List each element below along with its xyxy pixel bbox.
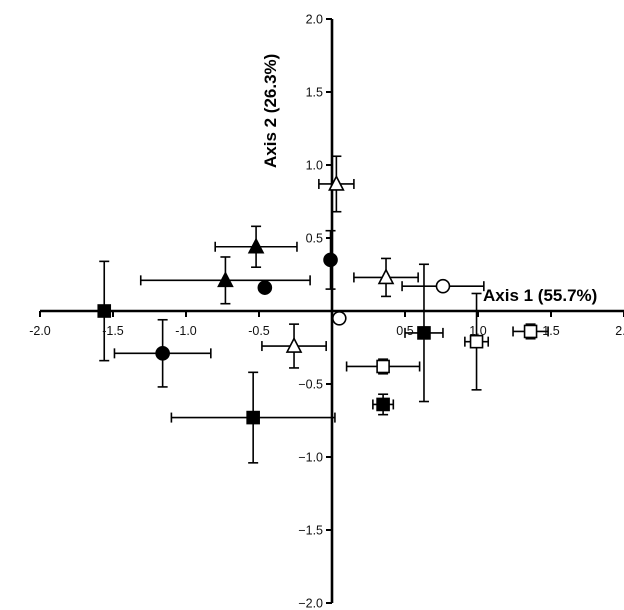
data-point-circle-filled — [155, 346, 170, 361]
tick-labels-layer: -2.0 -1.5 -1.0 -0.5 0.5 1.0 1.5 2.0 −2.0 −1.5 −1.0… — [29, 13, 624, 610]
y-tick-label: −1.5 — [298, 524, 323, 538]
y-tick-label: 1.5 — [306, 86, 323, 100]
axes-layer — [39, 18, 624, 604]
x-tick-label: -0.5 — [248, 324, 270, 338]
y-tick-label: 1.0 — [306, 159, 323, 173]
x-tick-label: -1.0 — [175, 324, 197, 338]
y-axis-title: Axis 2 (26.3%) — [261, 54, 280, 168]
x-tick-label: 2.0 — [615, 324, 624, 338]
y-tick-label: −1.0 — [298, 451, 323, 465]
data-point-triangle-filled — [247, 237, 265, 254]
data-point-circle-open — [331, 310, 347, 326]
data-point-square-open — [523, 324, 538, 339]
x-tick-label: -2.0 — [29, 324, 51, 338]
data-point-square-filled — [417, 326, 431, 340]
data-point-square-filled — [246, 410, 260, 425]
x-tick-label: 0.5 — [396, 324, 413, 338]
error-bars-layer — [99, 155, 549, 464]
data-point-triangle-open — [285, 336, 303, 353]
x-tick-label: 1.0 — [469, 324, 486, 338]
data-point-circle-filled — [323, 252, 338, 268]
data-point-triangle-filled — [217, 271, 234, 288]
data-point-triangle-open — [328, 174, 345, 191]
data-point-triangle-open — [377, 268, 395, 285]
y-tick-label: −2.0 — [298, 597, 323, 610]
x-axis-title: Axis 1 (55.7%) — [483, 286, 597, 305]
markers-layer — [97, 174, 538, 425]
data-point-circle-open — [435, 278, 451, 294]
data-point-square-filled — [97, 304, 112, 318]
y-tick-label: 2.0 — [306, 13, 323, 27]
x-tick-label: -1.5 — [102, 324, 124, 338]
x-tick-label: 1.5 — [542, 324, 559, 338]
data-point-square-open — [469, 334, 484, 349]
data-point-circle-filled — [257, 280, 273, 295]
y-tick-label: −0.5 — [298, 378, 323, 392]
y-tick-label: 0.5 — [306, 232, 323, 246]
data-point-square-filled — [376, 397, 390, 412]
data-point-square-open — [376, 359, 390, 374]
